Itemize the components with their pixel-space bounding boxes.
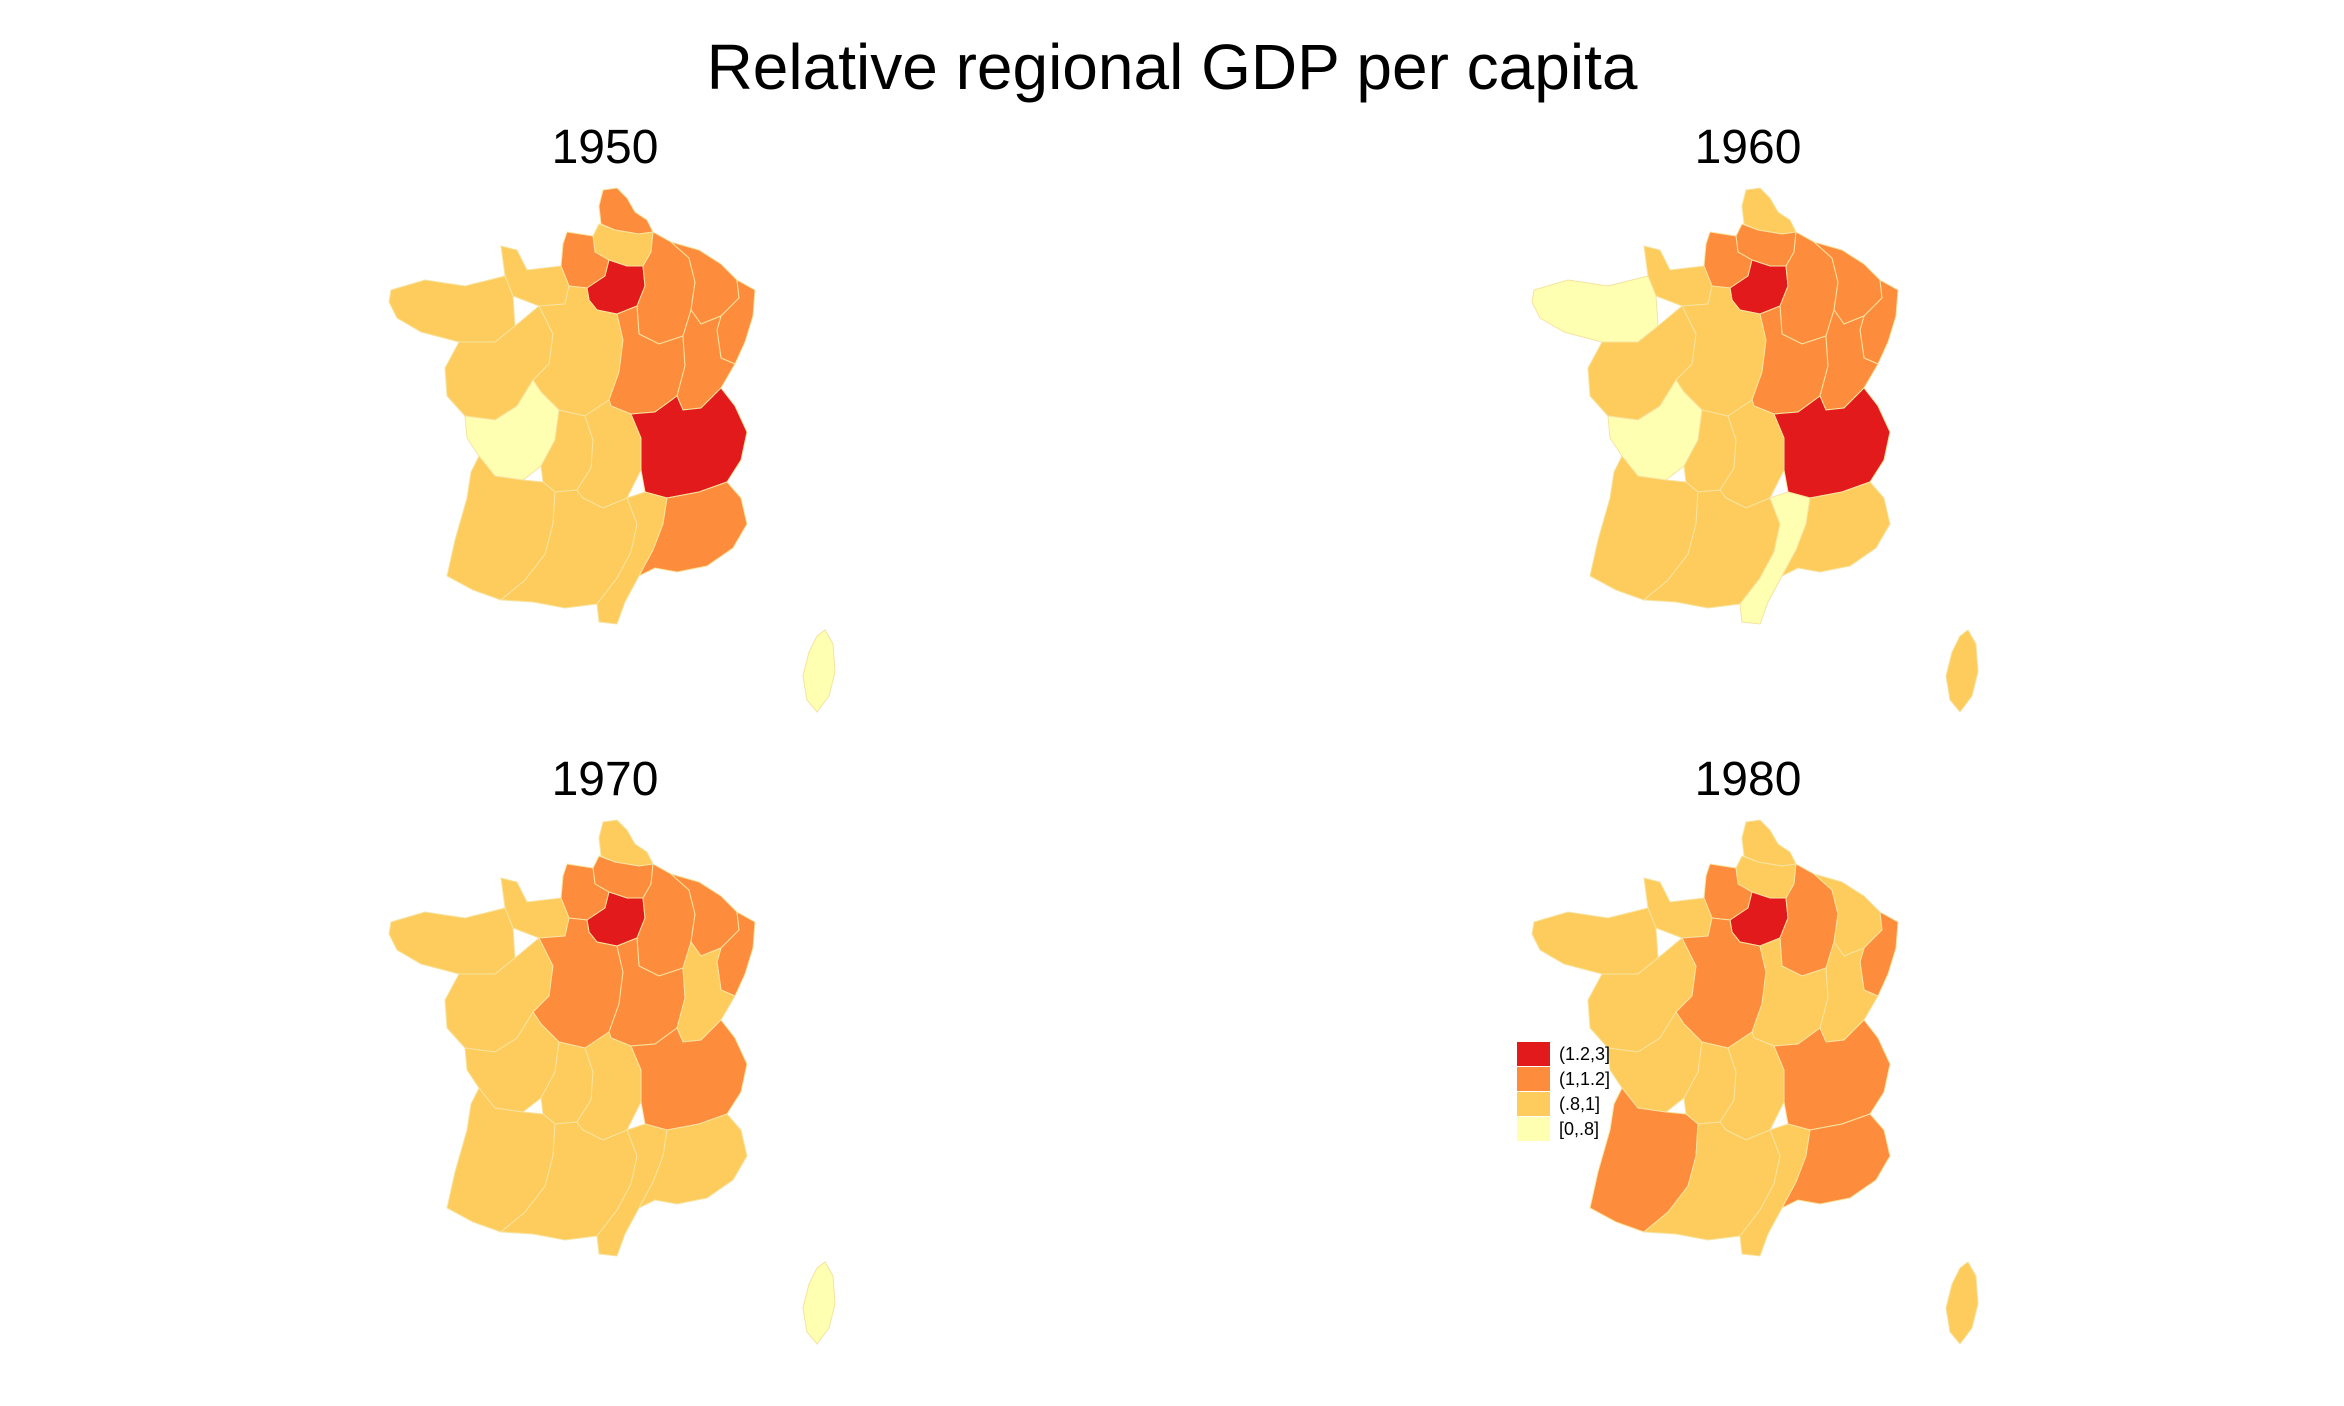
region-corse	[1945, 629, 1979, 713]
region-corse	[1945, 1261, 1979, 1345]
panel-title-1950: 1950	[551, 121, 659, 174]
region-paca	[637, 481, 748, 578]
region-paca	[1780, 1113, 1891, 1210]
region-paca	[637, 1113, 748, 1210]
legend-item: [0,.8]	[1517, 1117, 1610, 1141]
panel-title-1960: 1960	[1694, 121, 1802, 174]
legend-label: [0,.8]	[1559, 1118, 1600, 1139]
region-rhone-alpes	[1773, 1019, 1891, 1131]
region-bretagne	[1531, 275, 1659, 343]
legend-item: (1.2,3]	[1517, 1042, 1610, 1066]
region-corse	[802, 1261, 836, 1345]
map-panel-1970: 1970	[355, 752, 855, 1372]
legend-label: (1.2,3]	[1559, 1043, 1611, 1064]
legend-label: (.8,1]	[1559, 1093, 1601, 1114]
region-rhone-alpes	[630, 387, 748, 499]
legend-item: (.8,1]	[1517, 1092, 1610, 1116]
region-paca	[1780, 481, 1891, 578]
map-panel-1950: 1950	[355, 120, 855, 740]
panel-title-1970: 1970	[551, 753, 659, 806]
panel-title-1980: 1980	[1694, 753, 1802, 806]
france-map-1980	[1531, 819, 1979, 1345]
france-map-1950	[388, 187, 836, 713]
region-bretagne	[1531, 907, 1659, 975]
legend-swatch	[1517, 1042, 1550, 1066]
map-panel-1960: 1960	[1498, 120, 1998, 740]
legend-swatch	[1517, 1067, 1550, 1091]
chart-title: Relative regional GDP per capita	[706, 31, 1638, 103]
map-panel-1980: 1980	[1498, 752, 1998, 1372]
legend-item: (1,1.2]	[1517, 1067, 1610, 1091]
region-rhone-alpes	[1773, 387, 1891, 499]
france-map-1960	[1531, 187, 1979, 713]
region-rhone-alpes	[630, 1019, 748, 1131]
legend-swatch	[1517, 1117, 1550, 1141]
legend-label: (1,1.2]	[1559, 1068, 1611, 1089]
france-map-1970	[388, 819, 836, 1345]
region-bretagne	[388, 275, 516, 343]
region-bretagne	[388, 907, 516, 975]
region-corse	[802, 629, 836, 713]
legend-swatch	[1517, 1092, 1550, 1116]
map-legend: (1.2,3] (1,1.2] (.8,1] [0,.8]	[1517, 1042, 1610, 1142]
